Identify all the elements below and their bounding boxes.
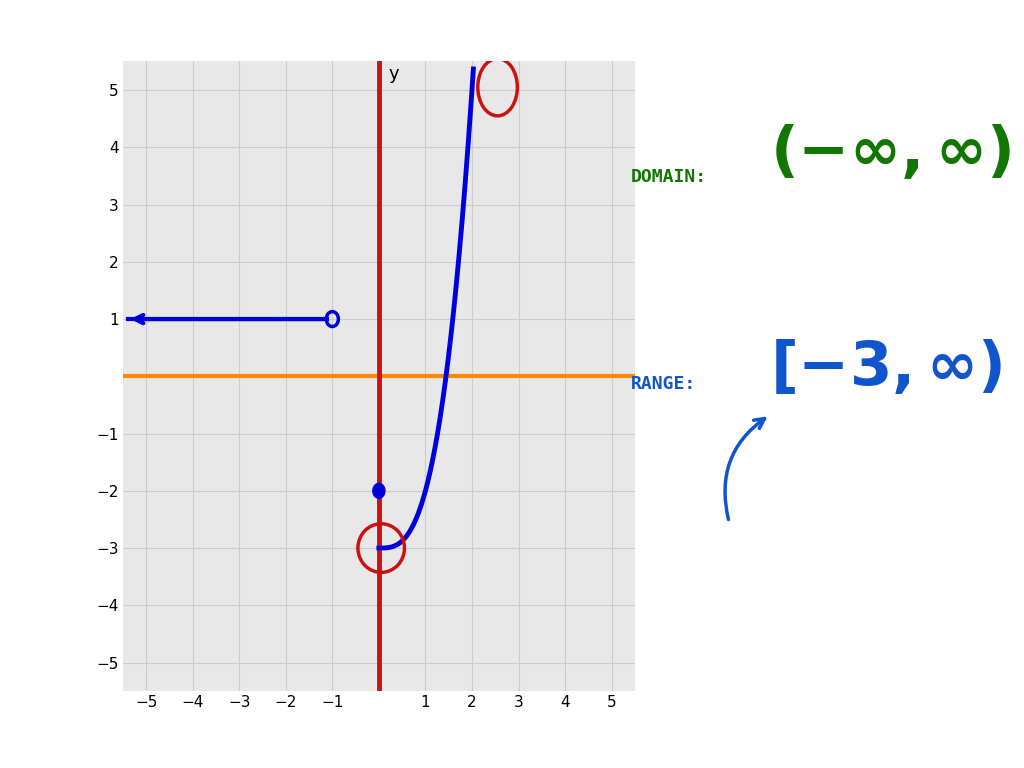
Text: $\mathbf{[-3,\infty)}$: $\mathbf{[-3,\infty)}$ (770, 339, 1002, 398)
FancyArrowPatch shape (725, 419, 765, 519)
Circle shape (373, 483, 385, 498)
Text: RANGE:: RANGE: (631, 375, 696, 393)
Text: $\mathbf{(-\infty,\infty)}$: $\mathbf{(-\infty,\infty)}$ (770, 124, 1011, 183)
Text: y: y (388, 65, 398, 83)
Text: DOMAIN:: DOMAIN: (631, 167, 707, 186)
